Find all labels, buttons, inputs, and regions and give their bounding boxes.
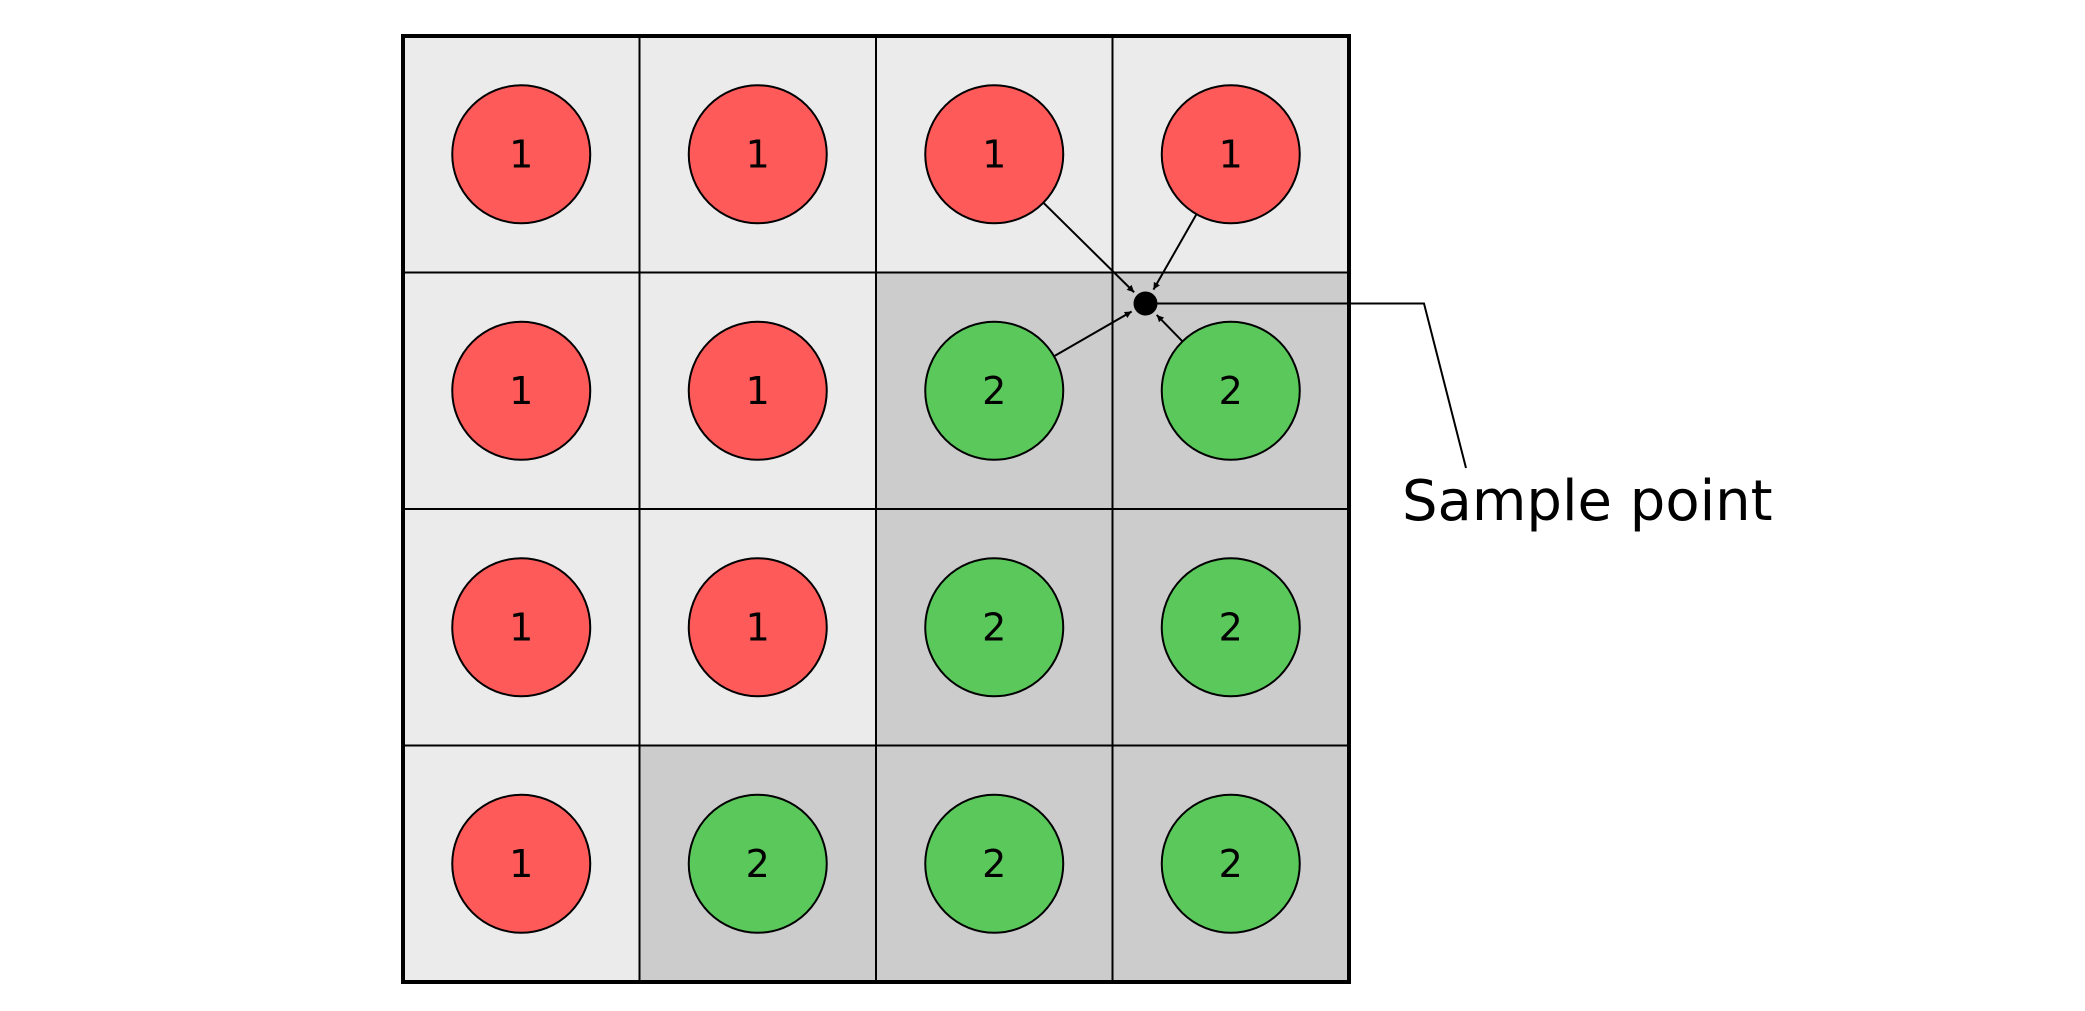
sample-node: 1 (451, 557, 592, 698)
sample-node-circle (1160, 320, 1301, 461)
neighbor-arrow (1042, 202, 1135, 293)
sample-node-label: 1 (509, 132, 533, 176)
sample-node-label: 2 (982, 842, 1006, 886)
sample-node: 2 (924, 320, 1065, 461)
sample-node-label: 1 (746, 605, 770, 649)
sample-node-label: 2 (1219, 369, 1243, 413)
sample-node-label: 2 (982, 369, 1006, 413)
sample-node-label: 1 (746, 132, 770, 176)
sample-node-circle (687, 84, 828, 225)
sample-node-circle (451, 320, 592, 461)
sample-node: 1 (451, 84, 592, 225)
sample-point-marker (1133, 291, 1158, 316)
sample-node: 1 (451, 793, 592, 934)
sample-node: 2 (1160, 557, 1301, 698)
sample-point-callout: Sample point (1133, 291, 1773, 534)
sample-node: 1 (924, 84, 1065, 225)
grid-cells (403, 36, 1349, 982)
sample-node-circle (924, 557, 1065, 698)
sample-node-circle (451, 84, 592, 225)
sample-node-label: 2 (1219, 842, 1243, 886)
sample-node-label: 2 (1219, 605, 1243, 649)
sample-node-circle (1160, 793, 1301, 934)
sample-node-circle (1160, 84, 1301, 225)
neighbor-arrows (1042, 202, 1198, 358)
sample-node-circle (451, 793, 592, 934)
sample-node-label: 2 (746, 842, 770, 886)
sample-node: 2 (1160, 793, 1301, 934)
callout-leader-line (1145, 302, 1467, 469)
sample-node-circle (924, 793, 1065, 934)
sample-node: 1 (687, 320, 828, 461)
sample-node: 2 (924, 793, 1065, 934)
sample-node-label: 1 (982, 132, 1006, 176)
sample-node-circle (687, 557, 828, 698)
sample-node-circle (687, 793, 828, 934)
sample-node-label: 1 (509, 842, 533, 886)
sample-node-label: 1 (1219, 132, 1243, 176)
sample-node-circle (1160, 557, 1301, 698)
neighbor-arrow (1155, 314, 1184, 343)
sample-node-circle (451, 557, 592, 698)
sample-node-circle (687, 320, 828, 461)
grid-border (401, 34, 1351, 984)
sample-point-label: Sample point (1402, 469, 1773, 534)
sample-node: 1 (451, 320, 592, 461)
sample-node-circle (924, 84, 1065, 225)
sample-node-label: 2 (982, 605, 1006, 649)
sample-node: 1 (1160, 84, 1301, 225)
sample-node: 2 (924, 557, 1065, 698)
neighbor-arrow (1053, 310, 1133, 358)
sample-node: 1 (687, 84, 828, 225)
sample-node-label: 1 (509, 605, 533, 649)
grid-lines (401, 34, 1351, 984)
neighbor-arrow (1152, 213, 1198, 291)
sample-node: 1 (687, 557, 828, 698)
sample-node-label: 1 (509, 369, 533, 413)
sample-node-label: 1 (746, 369, 770, 413)
sample-node: 2 (1160, 320, 1301, 461)
grid-samples: 1 1 1 1 1 1 2 2 1 1 2 2 1 2 2 2 (451, 84, 1301, 934)
sample-node-circle (924, 320, 1065, 461)
sample-node: 2 (687, 793, 828, 934)
